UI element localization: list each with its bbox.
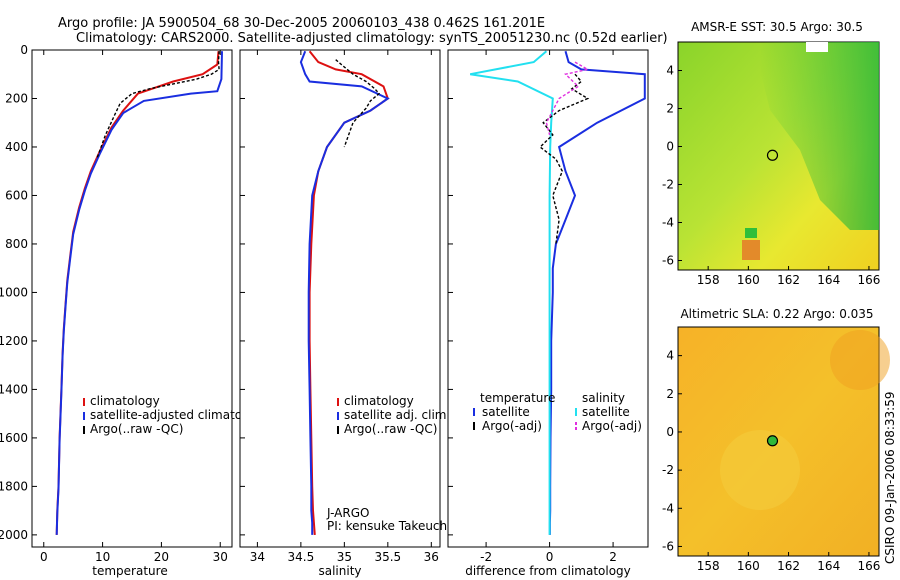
salinity-xtick-label: 35.5 <box>374 550 401 564</box>
temperature-legend: climatology satellite-adjusted climatolo… <box>83 394 268 436</box>
difference-panel: -2 0 2 difference from climatology tempera… <box>447 49 649 578</box>
difference-series-temperature-argo-adj- <box>539 73 590 245</box>
sst-map-panel: AMSR-E SST: 30.5 Argo: 30.5 158 160 162 164… <box>662 20 880 287</box>
sla-map-panel: Altimetric SLA: 0.22 Argo: 0.035 158 160 1… <box>662 307 890 573</box>
depth-ytick-label: 400 <box>5 140 28 154</box>
depth-ytick-label: 0 <box>20 43 28 57</box>
temperature-xtick-label: 30 <box>213 550 228 564</box>
temperature-legend-satellite: satellite-adjusted climatology <box>90 408 268 422</box>
sla-map-xtick-label: 166 <box>857 559 880 573</box>
temperature-series-satellite-adjusted-climatology <box>55 51 223 535</box>
difference-legend-temp-satellite: satellite <box>482 405 530 419</box>
depth-ytick-label: 1200 <box>0 334 28 348</box>
sla-map-title: Altimetric SLA: 0.22 Argo: 0.035 <box>680 307 873 321</box>
sla-map-xtick-label: 160 <box>737 559 760 573</box>
sst-map-xtick-label: 158 <box>697 273 720 287</box>
salinity-axes-frame <box>239 49 441 548</box>
sla-map-ytick-label: 4 <box>666 349 674 363</box>
sla-map-ytick-label: -6 <box>662 539 674 553</box>
depth-ytick-label: 1600 <box>0 431 28 445</box>
temperature-panel: 0 200 400 600 800 1000 1200 1400 1600 1800 2000 0 1… <box>0 43 268 578</box>
depth-ytick-label: 1400 <box>0 382 28 396</box>
figure-title-line2: Climatology: CARS2000. Satellite-adjuste… <box>76 31 668 46</box>
sla-map-ytick-label: 0 <box>666 425 674 439</box>
sst-map-xtick-label: 164 <box>817 273 840 287</box>
figure-title-line1: Argo profile: JA 5900504_68 30-Dec-2005 … <box>58 16 545 31</box>
temperature-legend-argo: Argo(..raw -QC) <box>90 422 183 436</box>
sst-map-island-patch <box>745 228 757 238</box>
credit-text: CSIRO 09-Jan-2006 08:33:59 <box>883 392 897 564</box>
sst-map-xtick-label: 162 <box>777 273 800 287</box>
sst-map-warm-pool-region <box>760 42 879 230</box>
difference-axes-frame <box>447 49 649 548</box>
salinity-xlabel: salinity <box>318 564 361 578</box>
salinity-xtick-label: 35 <box>337 550 352 564</box>
sst-map-coastline-patch <box>806 42 828 52</box>
sst-map-title: AMSR-E SST: 30.5 Argo: 30.5 <box>691 20 863 34</box>
depth-ytick-label: 2000 <box>0 528 28 542</box>
salinity-annotation-pi: PI: kensuke Takeuchi <box>327 519 450 533</box>
sst-map-argo-float-marker <box>766 149 779 161</box>
difference-legend: temperature salinity satellite Argo(-adj… <box>473 391 642 433</box>
salinity-series-argo-raw-qc- <box>335 59 381 148</box>
sst-map-xtick-label: 166 <box>857 273 880 287</box>
sla-map-ytick-label: 2 <box>666 387 674 401</box>
sla-map-low-patch <box>830 330 890 390</box>
depth-ytick-label: 1000 <box>0 285 28 299</box>
difference-xtick-label: 2 <box>609 550 617 564</box>
sst-map-ytick-label: -2 <box>662 178 674 192</box>
sla-map-ytick-label: -2 <box>662 463 674 477</box>
salinity-legend-satellite: satellite adj. clim. <box>344 408 450 422</box>
salinity-annotation-program: J-ARGO <box>326 506 369 520</box>
sla-map-xtick-label: 158 <box>697 559 720 573</box>
sst-map-ytick-label: -6 <box>662 254 674 268</box>
temperature-xtick-label: 10 <box>95 550 110 564</box>
difference-xlabel: difference from climatology <box>465 564 631 578</box>
difference-xtick-label: -2 <box>480 550 492 564</box>
sla-map-high-patch <box>720 430 800 510</box>
difference-legend-salinity-title: salinity <box>582 391 625 405</box>
sst-map-ytick-label: 4 <box>666 64 674 78</box>
sst-map-ytick-label: 2 <box>666 102 674 116</box>
salinity-xtick-label: 36 <box>424 550 439 564</box>
depth-ytick-label: 200 <box>5 91 28 105</box>
salinity-series-satellite-adj-clim- <box>299 50 390 535</box>
difference-legend-temp-argo: Argo(-adj) <box>482 419 542 433</box>
sst-map-ytick-label: 0 <box>666 140 674 154</box>
temperature-legend-climatology: climatology <box>90 394 160 408</box>
salinity-legend-climatology: climatology <box>344 394 414 408</box>
difference-xtick-label: 0 <box>546 550 554 564</box>
difference-legend-sal-argo: Argo(-adj) <box>582 419 642 433</box>
difference-series-salinity-satellite <box>470 50 554 535</box>
temperature-xtick-label: 20 <box>154 550 169 564</box>
salinity-xtick-label: 34 <box>250 550 265 564</box>
temperature-xtick-label: 0 <box>40 550 48 564</box>
sst-map-ytick-label: -4 <box>662 216 674 230</box>
difference-series-salinity-argo-adj- <box>545 61 590 136</box>
sst-map-xtick-label: 160 <box>737 273 760 287</box>
salinity-panel: 34 34.5 35 35.5 36 salinity climatology sate… <box>239 49 450 578</box>
salinity-xtick-label: 34.5 <box>288 550 315 564</box>
sla-map-ytick-label: -4 <box>662 501 674 515</box>
sla-map-argo-float-marker <box>766 435 779 447</box>
difference-legend-temperature-title: temperature <box>480 391 555 405</box>
depth-ytick-label: 1800 <box>0 479 28 493</box>
temperature-axes-frame <box>31 49 233 548</box>
sla-map-xtick-label: 162 <box>777 559 800 573</box>
temperature-xlabel: temperature <box>92 564 167 578</box>
sla-map-xtick-label: 164 <box>817 559 840 573</box>
depth-ytick-label: 800 <box>5 237 28 251</box>
salinity-legend: climatology satellite adj. clim. Argo(..… <box>337 394 450 436</box>
temperature-series-argo-raw-qc- <box>96 51 220 160</box>
depth-ytick-label: 600 <box>5 188 28 202</box>
sst-map-island-patch-2 <box>742 240 760 260</box>
salinity-legend-argo: Argo(..raw -QC) <box>344 422 437 436</box>
difference-legend-sal-satellite: satellite <box>582 405 630 419</box>
